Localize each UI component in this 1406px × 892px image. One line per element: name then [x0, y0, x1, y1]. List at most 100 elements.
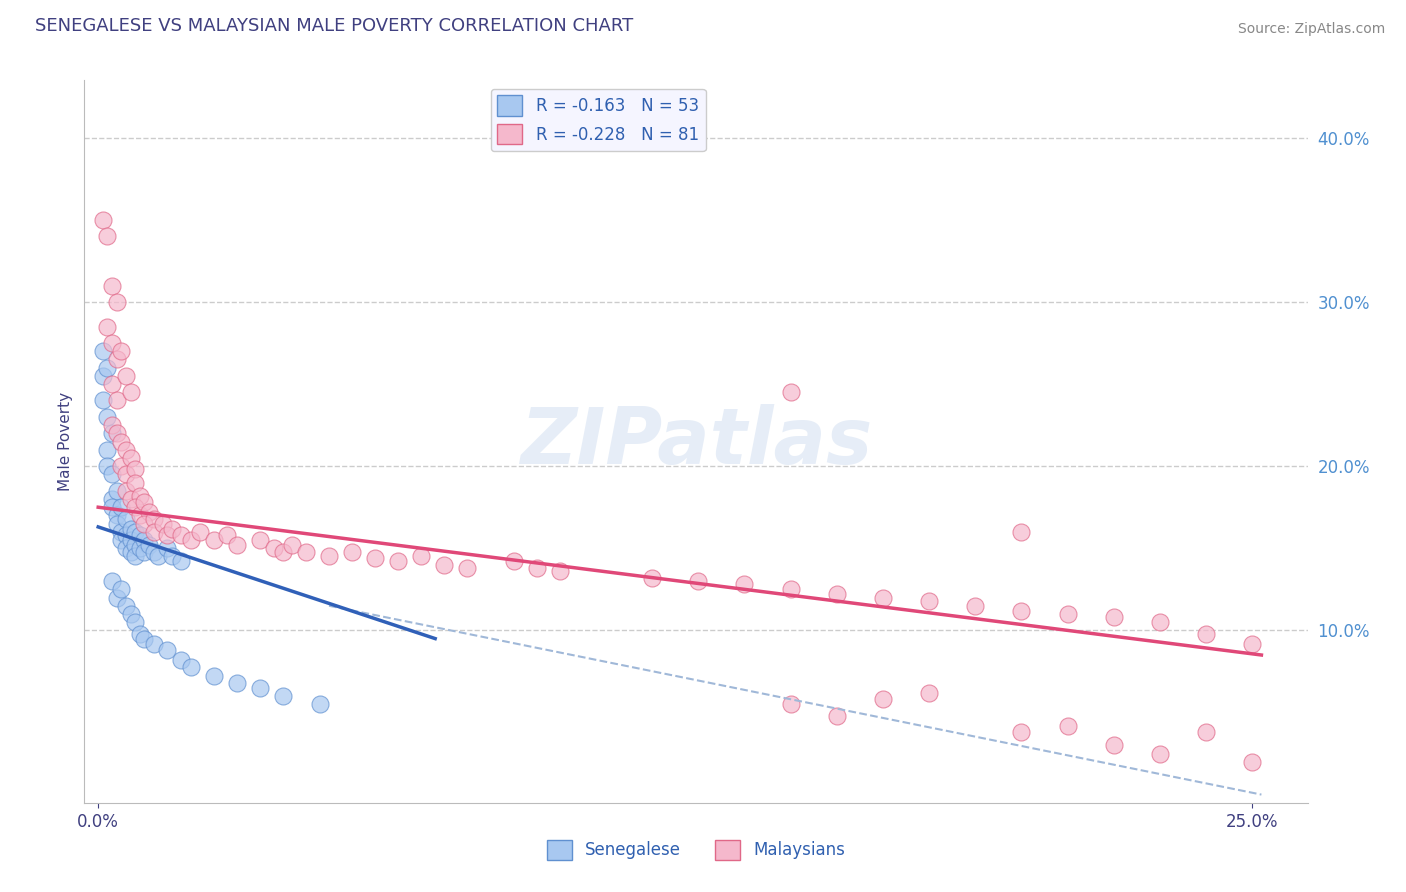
- Y-axis label: Male Poverty: Male Poverty: [58, 392, 73, 491]
- Point: [101, 426, 124, 441]
- Point: [142, 512, 165, 526]
- Point: [965, 599, 987, 613]
- Point: [134, 632, 156, 646]
- Point: [124, 524, 146, 539]
- Point: [688, 574, 710, 588]
- Text: SENEGALESE VS MALAYSIAN MALE POVERTY CORRELATION CHART: SENEGALESE VS MALAYSIAN MALE POVERTY COR…: [35, 17, 634, 35]
- Point: [124, 475, 146, 490]
- Point: [110, 533, 132, 547]
- Point: [1149, 615, 1171, 630]
- Point: [160, 522, 183, 536]
- Point: [202, 533, 225, 547]
- Point: [115, 599, 138, 613]
- Point: [1056, 607, 1078, 621]
- Point: [156, 643, 179, 657]
- Point: [105, 508, 128, 523]
- Point: [1010, 604, 1032, 618]
- Point: [1241, 755, 1264, 769]
- Point: [120, 385, 142, 400]
- Point: [101, 336, 124, 351]
- Point: [249, 533, 271, 547]
- Point: [124, 549, 146, 564]
- Point: [160, 549, 183, 564]
- Point: [101, 467, 124, 482]
- Point: [115, 528, 138, 542]
- Legend: Senegalese, Malaysians: Senegalese, Malaysians: [540, 833, 852, 867]
- Point: [120, 491, 142, 506]
- Point: [91, 368, 114, 383]
- Point: [105, 426, 128, 441]
- Point: [548, 564, 571, 578]
- Point: [872, 692, 894, 706]
- Point: [115, 483, 138, 498]
- Point: [271, 544, 294, 558]
- Point: [918, 686, 941, 700]
- Point: [110, 582, 132, 597]
- Point: [120, 522, 142, 536]
- Point: [180, 659, 202, 673]
- Point: [120, 450, 142, 465]
- Point: [134, 544, 156, 558]
- Point: [271, 689, 294, 703]
- Point: [1195, 626, 1218, 640]
- Point: [110, 344, 132, 359]
- Point: [825, 708, 848, 723]
- Point: [918, 594, 941, 608]
- Text: Source: ZipAtlas.com: Source: ZipAtlas.com: [1237, 22, 1385, 37]
- Point: [128, 626, 150, 640]
- Point: [96, 319, 118, 334]
- Point: [225, 676, 247, 690]
- Point: [387, 554, 409, 568]
- Point: [263, 541, 285, 556]
- Text: ZIPatlas: ZIPatlas: [520, 403, 872, 480]
- Point: [120, 533, 142, 547]
- Point: [148, 549, 170, 564]
- Point: [156, 541, 179, 556]
- Point: [110, 500, 132, 515]
- Point: [318, 549, 340, 564]
- Point: [91, 344, 114, 359]
- Point: [872, 591, 894, 605]
- Point: [641, 571, 664, 585]
- Point: [1102, 610, 1125, 624]
- Point: [120, 544, 142, 558]
- Point: [128, 541, 150, 556]
- Point: [142, 636, 165, 650]
- Point: [281, 538, 304, 552]
- Point: [502, 554, 524, 568]
- Point: [779, 698, 801, 712]
- Point: [124, 538, 146, 552]
- Point: [101, 500, 124, 515]
- Point: [152, 516, 174, 531]
- Point: [101, 491, 124, 506]
- Point: [456, 561, 478, 575]
- Point: [124, 615, 146, 630]
- Point: [1102, 739, 1125, 753]
- Point: [115, 541, 138, 556]
- Point: [110, 434, 132, 449]
- Point: [115, 442, 138, 457]
- Point: [340, 544, 363, 558]
- Point: [1241, 636, 1264, 650]
- Point: [217, 528, 239, 542]
- Point: [249, 681, 271, 695]
- Point: [115, 467, 138, 482]
- Point: [115, 512, 138, 526]
- Point: [105, 295, 128, 310]
- Point: [124, 462, 146, 476]
- Point: [170, 554, 193, 568]
- Point: [96, 409, 118, 424]
- Point: [110, 524, 132, 539]
- Point: [1010, 725, 1032, 739]
- Point: [105, 483, 128, 498]
- Point: [96, 229, 118, 244]
- Point: [91, 393, 114, 408]
- Point: [156, 528, 179, 542]
- Point: [105, 591, 128, 605]
- Point: [120, 607, 142, 621]
- Point: [134, 533, 156, 547]
- Point: [180, 533, 202, 547]
- Point: [105, 516, 128, 531]
- Point: [733, 577, 755, 591]
- Point: [202, 669, 225, 683]
